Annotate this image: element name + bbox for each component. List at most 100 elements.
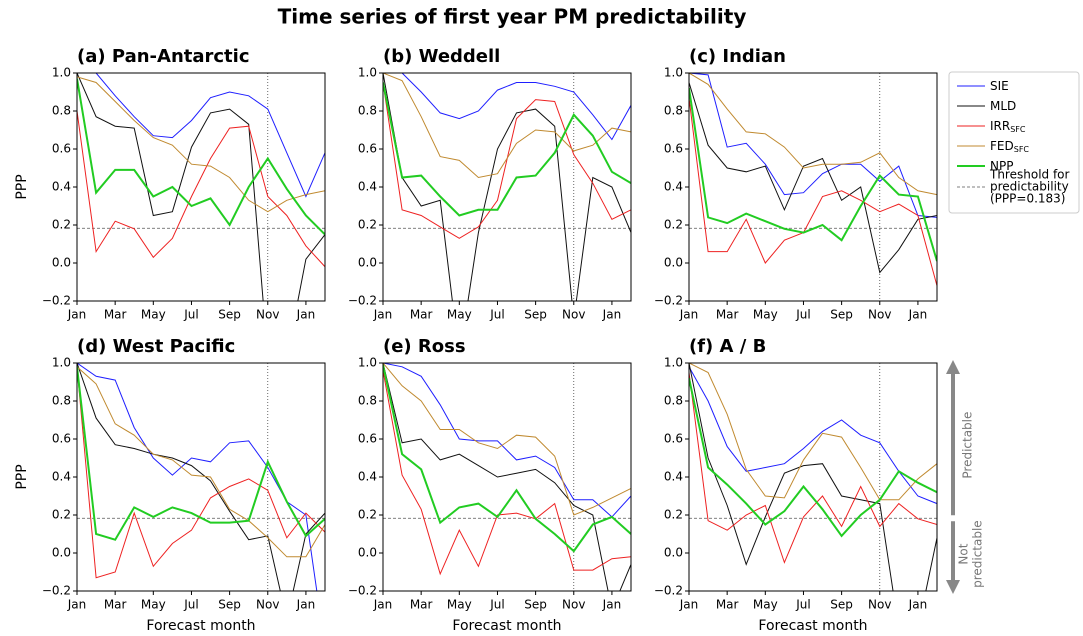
series-line	[383, 363, 631, 591]
series-group	[77, 363, 325, 591]
series-group	[383, 73, 631, 301]
plot-frame	[76, 72, 326, 302]
series-line	[383, 82, 631, 239]
x-tick-label: May	[753, 308, 778, 322]
series-line	[77, 363, 325, 591]
series-line	[383, 82, 631, 217]
y-tick-label: 1.0	[358, 66, 377, 80]
x-tick-label: Nov	[868, 598, 891, 612]
panel: (b) Weddell −0.2 0.0 0.2 0.4 0.6 0.8 1.0 Jan Mar M…	[348, 46, 632, 322]
series-group	[689, 73, 937, 286]
x-tick-label: Sep	[218, 308, 241, 322]
y-tick-label: 0.4	[358, 470, 377, 484]
x-tick-label: Jan	[373, 598, 393, 612]
y-tick-label: 0.4	[664, 470, 683, 484]
series-group	[689, 363, 937, 591]
x-tick-label: Jan	[602, 308, 622, 322]
legend-box	[948, 71, 1080, 214]
y-tick-label: 1.0	[52, 66, 71, 80]
x-tick-label: Jul	[489, 308, 504, 322]
y-tick-label: 0.8	[358, 394, 377, 408]
y-tick-label: 0.0	[52, 256, 71, 270]
y-tick-label: 1.0	[664, 66, 683, 80]
y-tick-label: 0.2	[358, 218, 377, 232]
y-tick-label: 0.6	[52, 142, 71, 156]
panel-title: (f) A / B	[689, 336, 766, 357]
series-line	[383, 370, 631, 576]
x-tick-label: Sep	[830, 308, 853, 322]
series-line	[383, 73, 631, 141]
y-tick-label: −0.2	[654, 294, 683, 308]
y-tick-label: 0.8	[52, 394, 71, 408]
series-line	[689, 377, 937, 538]
y-tick-label: 0.4	[52, 180, 71, 194]
legend-name: FED	[990, 139, 1014, 153]
x-tick-label: Jan	[679, 308, 699, 322]
plot-frame	[76, 362, 326, 592]
y-tick-label: 0.6	[358, 432, 377, 446]
annotation-label: predictable	[971, 520, 985, 588]
y-tick-label: 0.0	[358, 546, 377, 560]
series-group	[383, 363, 631, 591]
series-line	[383, 363, 631, 518]
x-axis-label: Forecast month	[146, 618, 255, 634]
x-tick-label: Mar	[410, 598, 433, 612]
y-axis-label: PPP	[14, 174, 30, 199]
series-line	[383, 363, 631, 516]
panel: (c) Indian −0.2 0.0 0.2 0.4 0.6 0.8 1.0 Jan Mar Ma…	[654, 46, 938, 322]
series-line	[689, 73, 937, 218]
y-tick-label: 0.4	[358, 180, 377, 194]
x-axis-label: Forecast month	[758, 618, 867, 634]
plot-frame	[688, 362, 938, 592]
x-tick-label: Sep	[524, 308, 547, 322]
x-tick-label: Jul	[795, 308, 810, 322]
series-line	[77, 78, 325, 236]
series-line	[689, 82, 937, 274]
series-line	[689, 73, 937, 196]
legend-subscript: SFC	[1014, 145, 1030, 154]
x-tick-label: Nov	[868, 308, 891, 322]
y-tick-label: −0.2	[348, 294, 377, 308]
y-tick-label: −0.2	[42, 294, 71, 308]
x-tick-label: Jan	[67, 598, 87, 612]
x-tick-label: Sep	[830, 598, 853, 612]
y-tick-label: 1.0	[358, 356, 377, 370]
x-tick-label: Jan	[908, 598, 928, 612]
series-line	[77, 363, 318, 591]
series-line	[383, 73, 631, 179]
x-tick-label: Nov	[256, 598, 279, 612]
y-tick-label: 0.2	[358, 508, 377, 522]
panel-title: (c) Indian	[689, 46, 786, 67]
series-group	[77, 73, 325, 301]
x-tick-label: Jan	[908, 308, 928, 322]
panel: (e) Ross Forecast month −0.2 0.0 0.2 0.4 0.6 0.…	[348, 336, 632, 634]
y-tick-label: 0.2	[52, 508, 71, 522]
y-tick-label: 0.8	[664, 104, 683, 118]
series-line	[77, 366, 325, 558]
y-tick-label: 0.8	[664, 394, 683, 408]
x-tick-label: Jul	[795, 598, 810, 612]
y-tick-label: 0.6	[52, 432, 71, 446]
x-tick-label: Nov	[256, 308, 279, 322]
series-line	[689, 97, 937, 286]
legend-label: FEDSFC	[990, 139, 1029, 154]
y-tick-label: 0.2	[52, 218, 71, 232]
legend-name: IRR	[990, 119, 1010, 133]
x-tick-label: Sep	[218, 598, 241, 612]
x-tick-label: Jul	[183, 308, 198, 322]
panel-title: (a) Pan-Antarctic	[77, 46, 250, 67]
series-line	[77, 110, 325, 268]
y-tick-label: −0.2	[42, 584, 71, 598]
x-tick-label: May	[447, 598, 472, 612]
legend-label: SIE	[990, 79, 1009, 93]
plot-frame	[688, 72, 938, 302]
x-tick-label: Mar	[104, 308, 127, 322]
panel-title: (b) Weddell	[383, 46, 500, 67]
panel-title: (e) Ross	[383, 336, 466, 357]
x-tick-label: May	[753, 598, 778, 612]
y-tick-label: 0.0	[52, 546, 71, 560]
series-line	[689, 372, 937, 564]
y-tick-label: −0.2	[348, 584, 377, 598]
series-line	[689, 363, 937, 501]
plot-frame	[382, 362, 632, 592]
